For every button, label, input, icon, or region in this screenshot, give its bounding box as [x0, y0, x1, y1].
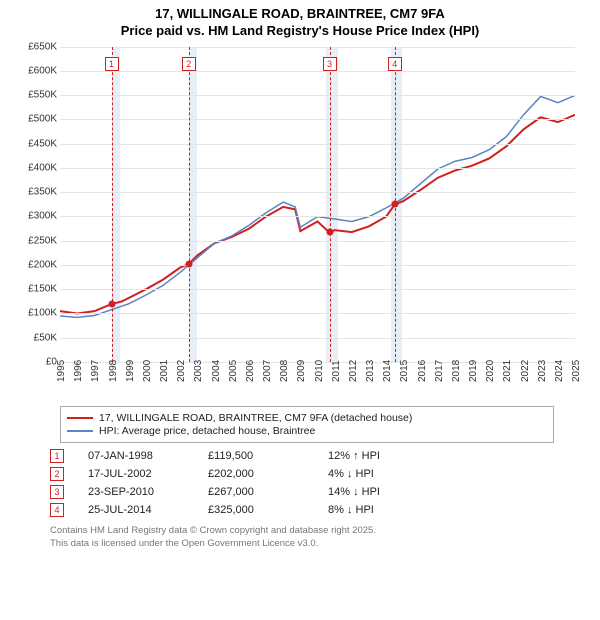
chart-container: 17, WILLINGALE ROAD, BRAINTREE, CM7 9FA …	[0, 0, 600, 550]
event-row: 1 07-JAN-1998£119,50012% ↑ HPI	[50, 449, 560, 463]
chart-marker: 3	[323, 57, 337, 71]
x-tick-label: 2003	[193, 360, 204, 382]
event-diff: 8% ↓ HPI	[328, 504, 438, 516]
x-tick-label: 2001	[159, 360, 170, 382]
event-row: 2 17-JUL-2002£202,0004% ↓ HPI	[50, 467, 560, 481]
y-tick-label: £350K	[15, 187, 57, 198]
footer: Contains HM Land Registry data © Crown c…	[50, 525, 600, 551]
x-tick-label: 1996	[73, 360, 84, 382]
event-price: £267,000	[208, 486, 328, 498]
y-tick-label: £300K	[15, 211, 57, 222]
event-row: 3 23-SEP-2010£267,00014% ↓ HPI	[50, 485, 560, 499]
events-table: 1 07-JAN-1998£119,50012% ↑ HPI 2 17-JUL-200…	[50, 449, 560, 517]
series-hpi	[60, 95, 575, 317]
x-tick-label: 1995	[56, 360, 67, 382]
x-tick-label: 2002	[176, 360, 187, 382]
event-price: £202,000	[208, 468, 328, 480]
y-tick-label: £450K	[15, 138, 57, 149]
x-tick-label: 2000	[142, 360, 153, 382]
event-diff: 14% ↓ HPI	[328, 486, 438, 498]
x-tick-label: 2010	[314, 360, 325, 382]
legend-item: HPI: Average price, detached house, Brai…	[67, 425, 547, 437]
event-date: 17-JUL-2002	[88, 468, 208, 480]
legend-label: HPI: Average price, detached house, Brai…	[99, 425, 315, 437]
x-tick-label: 2019	[468, 360, 479, 382]
event-row: 4 25-JUL-2014£325,0008% ↓ HPI	[50, 503, 560, 517]
x-tick-label: 2015	[399, 360, 410, 382]
legend-swatch	[67, 430, 93, 432]
footer-line: Contains HM Land Registry data © Crown c…	[50, 525, 600, 538]
chart-marker: 2	[182, 57, 196, 71]
x-tick-label: 2012	[348, 360, 359, 382]
y-tick-label: £550K	[15, 90, 57, 101]
event-price: £325,000	[208, 504, 328, 516]
y-tick-label: £100K	[15, 308, 57, 319]
legend-item: 17, WILLINGALE ROAD, BRAINTREE, CM7 9FA …	[67, 412, 547, 424]
x-tick-label: 1997	[90, 360, 101, 382]
y-tick-label: £50K	[15, 332, 57, 343]
x-tick-label: 2024	[554, 360, 565, 382]
y-tick-label: £0	[15, 356, 57, 367]
y-tick-label: £600K	[15, 66, 57, 77]
x-tick-label: 2008	[279, 360, 290, 382]
plot-area: 1 2 3 4	[60, 47, 575, 363]
y-tick-label: £200K	[15, 259, 57, 270]
x-tick-label: 2022	[520, 360, 531, 382]
event-date: 23-SEP-2010	[88, 486, 208, 498]
title-line-1: 17, WILLINGALE ROAD, BRAINTREE, CM7 9FA	[0, 6, 600, 23]
y-tick-label: £650K	[15, 41, 57, 52]
x-tick-label: 2018	[451, 360, 462, 382]
y-tick-label: £400K	[15, 162, 57, 173]
title-line-2: Price paid vs. HM Land Registry's House …	[0, 23, 600, 40]
x-tick-label: 1999	[125, 360, 136, 382]
event-date: 07-JAN-1998	[88, 450, 208, 462]
event-marker: 1	[50, 449, 64, 463]
title-block: 17, WILLINGALE ROAD, BRAINTREE, CM7 9FA …	[0, 0, 600, 42]
event-marker: 4	[50, 503, 64, 517]
event-marker: 3	[50, 485, 64, 499]
x-tick-label: 2023	[537, 360, 548, 382]
x-tick-label: 2006	[245, 360, 256, 382]
x-tick-label: 2020	[485, 360, 496, 382]
y-tick-label: £250K	[15, 235, 57, 246]
legend: 17, WILLINGALE ROAD, BRAINTREE, CM7 9FA …	[60, 406, 554, 443]
x-tick-label: 2025	[571, 360, 582, 382]
y-tick-label: £500K	[15, 114, 57, 125]
x-tick-label: 2007	[262, 360, 273, 382]
x-tick-label: 2021	[502, 360, 513, 382]
x-tick-label: 2004	[211, 360, 222, 382]
event-price: £119,500	[208, 450, 328, 462]
event-diff: 4% ↓ HPI	[328, 468, 438, 480]
y-tick-label: £150K	[15, 284, 57, 295]
chart-marker: 4	[388, 57, 402, 71]
x-tick-label: 2017	[434, 360, 445, 382]
x-tick-label: 2016	[417, 360, 428, 382]
x-tick-label: 1998	[108, 360, 119, 382]
x-tick-label: 2014	[382, 360, 393, 382]
event-date: 25-JUL-2014	[88, 504, 208, 516]
legend-label: 17, WILLINGALE ROAD, BRAINTREE, CM7 9FA …	[99, 412, 412, 424]
event-marker: 2	[50, 467, 64, 481]
event-diff: 12% ↑ HPI	[328, 450, 438, 462]
footer-line: This data is licensed under the Open Gov…	[50, 538, 600, 551]
chart: £0 £50K £100K £150K £200K £250K £300K £350K £400…	[15, 42, 585, 402]
x-tick-label: 2009	[296, 360, 307, 382]
x-axis-labels: 1995199619971998199920002001200220032004…	[60, 364, 575, 402]
x-tick-label: 2013	[365, 360, 376, 382]
chart-marker: 1	[105, 57, 119, 71]
x-tick-label: 2005	[228, 360, 239, 382]
x-tick-label: 2011	[331, 360, 342, 382]
legend-swatch	[67, 417, 93, 419]
